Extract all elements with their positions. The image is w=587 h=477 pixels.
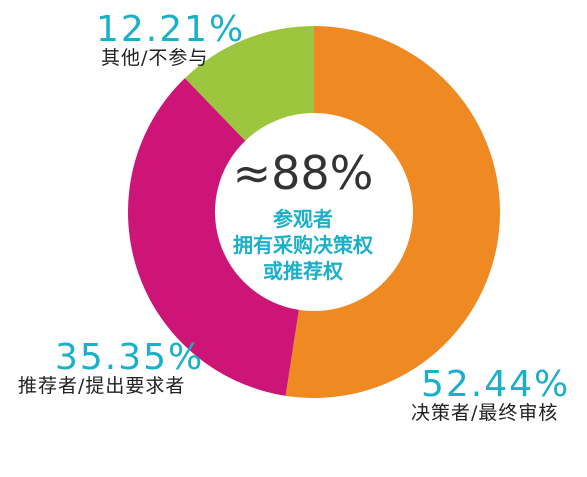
slice-recommender: [127, 78, 299, 396]
slice-value-other: 12.21%: [96, 9, 246, 50]
slice-label-decision-maker: 决策者/最终审核: [411, 402, 559, 424]
slice-value-recommender: 35.35%: [55, 337, 205, 378]
slice-label-recommender: 推荐者/提出要求者: [18, 375, 186, 397]
slice-other: [184, 26, 314, 141]
center-headline: ≈88%: [232, 146, 374, 200]
slice-label-other: 其他/不参与: [101, 47, 209, 69]
center-line-1: 参观者: [273, 207, 333, 231]
center-summary: ≈88% 参观者 拥有采购决策权 或推荐权: [208, 150, 398, 284]
slice-value-decision-maker: 52.44%: [421, 364, 571, 405]
center-line-3: 或推荐权: [263, 259, 343, 283]
slice-decision-maker: [285, 26, 500, 398]
center-line-2: 拥有采购决策权: [233, 233, 373, 257]
